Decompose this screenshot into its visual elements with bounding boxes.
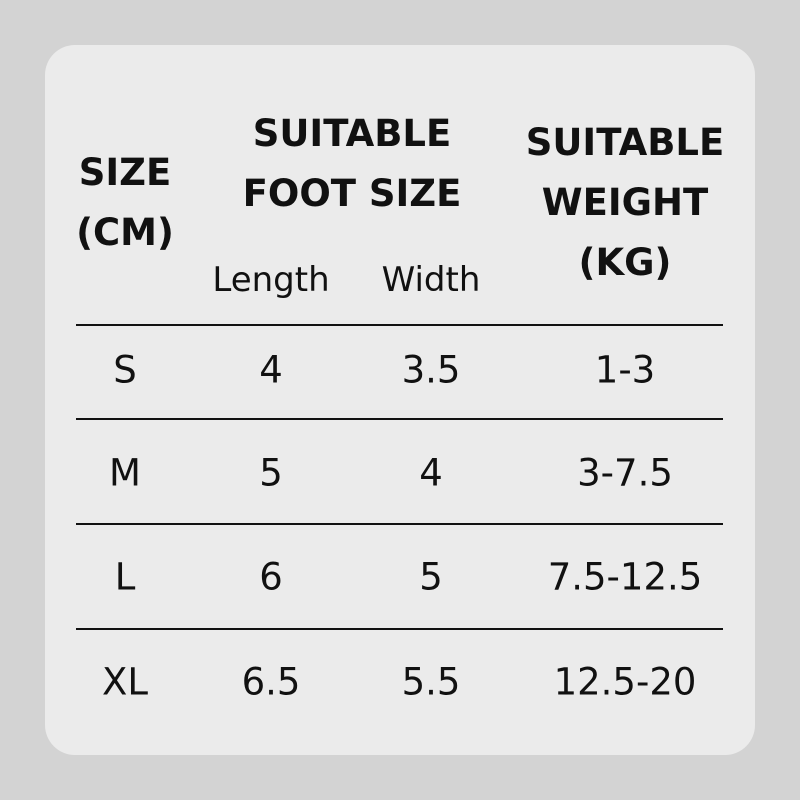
header-width: Width: [381, 260, 481, 300]
header-foot-size: SUITABLE FOOT SIZE: [243, 104, 462, 224]
divider: [76, 628, 723, 630]
divider: [76, 418, 723, 420]
header-foot-line: SUITABLE: [252, 112, 452, 155]
cell-weight: 12.5-20: [553, 660, 697, 704]
cell-size: L: [114, 555, 136, 599]
cell-width: 5.5: [401, 660, 461, 704]
cell-weight: 7.5-12.5: [547, 555, 703, 599]
cell-weight: 1-3: [594, 348, 656, 392]
header-foot-line: FOOT SIZE: [242, 172, 462, 215]
header-length: Length: [212, 260, 330, 300]
cell-width: 3.5: [401, 348, 461, 392]
cell-width: 4: [419, 451, 443, 495]
cell-width: 5: [419, 555, 443, 599]
header-weight-line: WEIGHT: [541, 181, 709, 224]
header-size: SIZE (CM): [76, 143, 174, 263]
size-chart-card: [45, 45, 755, 755]
cell-length: 4: [259, 348, 283, 392]
cell-size: S: [113, 348, 137, 392]
header-weight: SUITABLE WEIGHT (KG): [526, 113, 725, 293]
cell-weight: 3-7.5: [577, 451, 673, 495]
header-size-line: (CM): [76, 211, 174, 254]
cell-length: 6: [259, 555, 283, 599]
divider: [76, 523, 723, 525]
cell-size: XL: [102, 660, 148, 704]
cell-length: 5: [259, 451, 283, 495]
header-size-line: SIZE: [78, 151, 172, 194]
header-weight-line: (KG): [578, 241, 672, 284]
header-weight-line: SUITABLE: [525, 121, 725, 164]
divider: [76, 324, 723, 326]
cell-size: M: [109, 451, 141, 495]
cell-length: 6.5: [241, 660, 301, 704]
